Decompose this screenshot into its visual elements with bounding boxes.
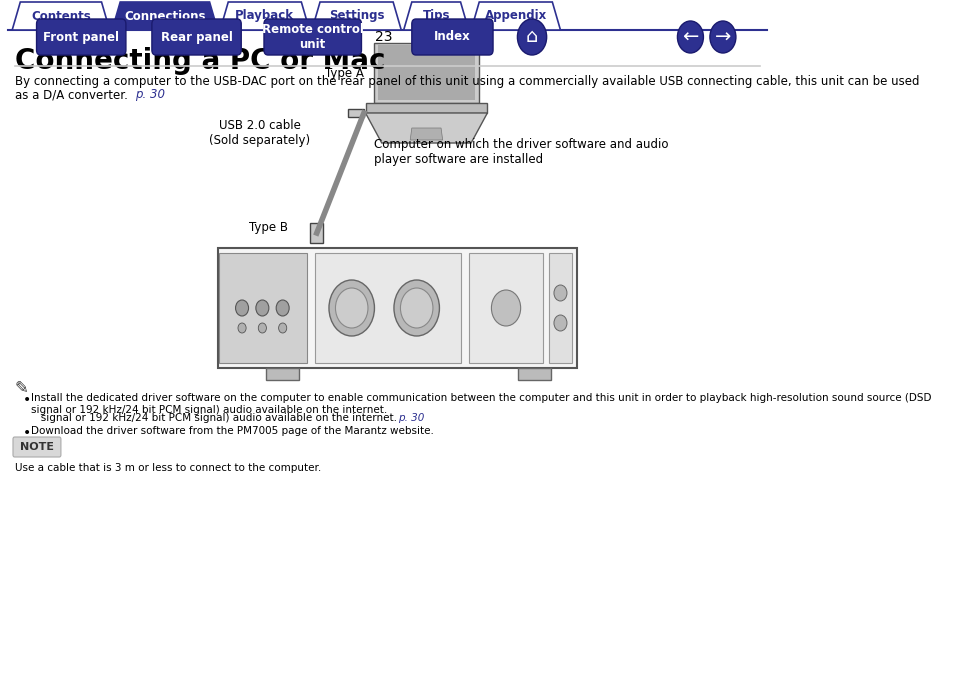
Circle shape bbox=[394, 280, 439, 336]
Polygon shape bbox=[312, 2, 401, 30]
Text: Remote control
unit: Remote control unit bbox=[261, 23, 363, 51]
Polygon shape bbox=[220, 2, 309, 30]
Text: •: • bbox=[23, 393, 30, 407]
Text: Use a cable that is 3 m or less to connect to the computer.: Use a cable that is 3 m or less to conne… bbox=[14, 463, 320, 473]
Text: Contents: Contents bbox=[31, 9, 91, 22]
Circle shape bbox=[709, 21, 735, 53]
Text: Type B: Type B bbox=[249, 221, 287, 234]
Text: 23: 23 bbox=[375, 30, 392, 44]
Text: Front panel: Front panel bbox=[43, 30, 119, 44]
Text: NOTE: NOTE bbox=[19, 442, 53, 452]
Circle shape bbox=[554, 315, 566, 331]
Text: ✎: ✎ bbox=[14, 379, 29, 397]
FancyBboxPatch shape bbox=[219, 253, 307, 363]
Text: Rear panel: Rear panel bbox=[160, 30, 233, 44]
Polygon shape bbox=[403, 2, 468, 30]
Circle shape bbox=[237, 323, 246, 333]
Text: Computer on which the driver software and audio
player software are installed: Computer on which the driver software an… bbox=[374, 138, 667, 166]
Polygon shape bbox=[365, 103, 487, 113]
Text: ⌂: ⌂ bbox=[525, 28, 537, 46]
Text: •: • bbox=[23, 426, 30, 440]
Circle shape bbox=[491, 290, 520, 326]
Polygon shape bbox=[377, 45, 475, 100]
Text: Connections: Connections bbox=[124, 9, 206, 22]
Circle shape bbox=[275, 300, 289, 316]
Text: By connecting a computer to the USB-DAC port on the rear panel of this unit usin: By connecting a computer to the USB-DAC … bbox=[14, 75, 918, 88]
Polygon shape bbox=[374, 43, 478, 103]
FancyBboxPatch shape bbox=[310, 223, 323, 243]
FancyBboxPatch shape bbox=[517, 368, 550, 380]
FancyBboxPatch shape bbox=[217, 248, 577, 368]
Text: →: → bbox=[714, 28, 730, 46]
FancyBboxPatch shape bbox=[13, 437, 61, 457]
FancyBboxPatch shape bbox=[549, 253, 571, 363]
Text: signal or 192 kHz/24 bit PCM signal) audio available on the internet.: signal or 192 kHz/24 bit PCM signal) aud… bbox=[30, 413, 396, 423]
Text: as a D/A converter.: as a D/A converter. bbox=[14, 88, 128, 101]
Text: Tips: Tips bbox=[422, 9, 450, 22]
Circle shape bbox=[517, 19, 546, 55]
Circle shape bbox=[329, 280, 375, 336]
Circle shape bbox=[335, 288, 368, 328]
Text: p. 30: p. 30 bbox=[397, 413, 424, 423]
Circle shape bbox=[235, 300, 249, 316]
Circle shape bbox=[554, 285, 566, 301]
Polygon shape bbox=[112, 2, 217, 30]
Circle shape bbox=[677, 21, 702, 53]
Circle shape bbox=[255, 300, 269, 316]
FancyBboxPatch shape bbox=[264, 19, 361, 55]
FancyBboxPatch shape bbox=[469, 253, 542, 363]
Text: Appendix: Appendix bbox=[484, 9, 546, 22]
FancyBboxPatch shape bbox=[347, 109, 363, 117]
Polygon shape bbox=[365, 113, 487, 143]
Text: Playback: Playback bbox=[235, 9, 294, 22]
Polygon shape bbox=[410, 128, 442, 140]
Polygon shape bbox=[12, 2, 110, 30]
Circle shape bbox=[278, 323, 287, 333]
Text: USB 2.0 cable
(Sold separately): USB 2.0 cable (Sold separately) bbox=[209, 119, 310, 147]
Text: Index: Index bbox=[434, 30, 471, 44]
Circle shape bbox=[400, 288, 433, 328]
FancyBboxPatch shape bbox=[412, 19, 493, 55]
FancyBboxPatch shape bbox=[266, 368, 298, 380]
Circle shape bbox=[258, 323, 266, 333]
Text: Connecting a PC or Mac: Connecting a PC or Mac bbox=[14, 47, 385, 75]
Text: Settings: Settings bbox=[329, 9, 384, 22]
FancyBboxPatch shape bbox=[314, 253, 461, 363]
FancyBboxPatch shape bbox=[152, 19, 241, 55]
Text: Install the dedicated driver software on the computer to enable communication be: Install the dedicated driver software on… bbox=[30, 393, 930, 415]
Text: ←: ← bbox=[681, 28, 698, 46]
Text: p. 30: p. 30 bbox=[134, 88, 165, 101]
FancyBboxPatch shape bbox=[36, 19, 126, 55]
Text: Type A: Type A bbox=[325, 67, 363, 79]
Text: Download the driver software from the PM7005 page of the Marantz website.: Download the driver software from the PM… bbox=[30, 426, 434, 436]
Polygon shape bbox=[471, 2, 559, 30]
